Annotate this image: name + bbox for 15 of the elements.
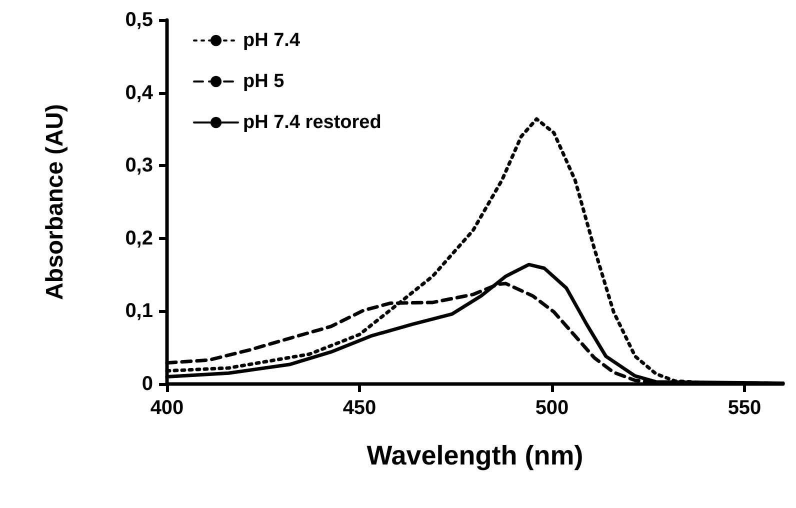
y-tick-label: 0,4 xyxy=(125,82,154,104)
y-tick-label: 0,3 xyxy=(125,154,153,177)
y-axis-title: Absorbance (AU) xyxy=(42,104,68,300)
x-tick-label: 550 xyxy=(728,397,762,419)
x-tick-label: 400 xyxy=(150,397,184,419)
legend-label: pH 7.4 xyxy=(243,30,300,51)
y-tick-label: 0,1 xyxy=(125,300,153,322)
legend-label: pH 7.4 restored xyxy=(243,112,382,133)
x-tick-label: 500 xyxy=(535,397,569,419)
legend-label: pH 5 xyxy=(243,71,285,92)
y-tick-label: 0 xyxy=(142,373,153,395)
y-tick-label: 0,2 xyxy=(125,227,153,250)
x-axis-title: Wavelength (nm) xyxy=(366,440,584,470)
y-tick-label: 0,5 xyxy=(125,9,153,31)
x-tick-label: 450 xyxy=(342,397,376,419)
